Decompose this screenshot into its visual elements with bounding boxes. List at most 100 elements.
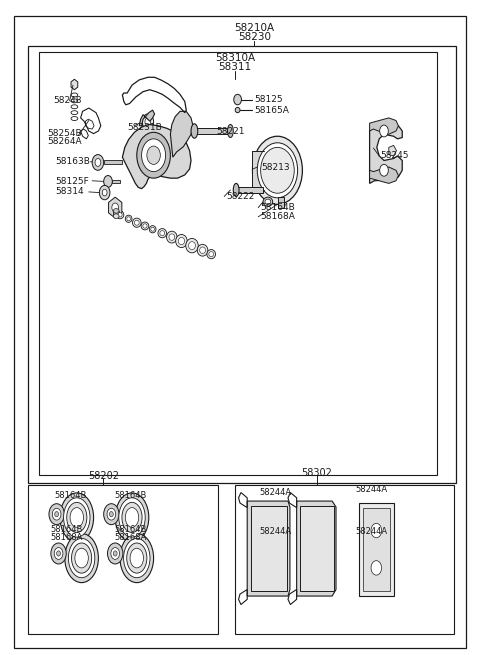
Ellipse shape bbox=[113, 214, 119, 219]
Polygon shape bbox=[300, 506, 334, 591]
Circle shape bbox=[108, 543, 123, 564]
Circle shape bbox=[142, 139, 166, 172]
Circle shape bbox=[55, 512, 59, 517]
Polygon shape bbox=[370, 167, 398, 183]
Ellipse shape bbox=[141, 222, 149, 230]
Circle shape bbox=[147, 146, 160, 164]
Ellipse shape bbox=[160, 231, 165, 236]
Polygon shape bbox=[139, 110, 155, 126]
Circle shape bbox=[104, 176, 112, 187]
Circle shape bbox=[49, 504, 64, 525]
Ellipse shape bbox=[263, 197, 273, 206]
Text: 58164B: 58164B bbox=[261, 203, 295, 212]
Circle shape bbox=[102, 189, 107, 196]
Circle shape bbox=[57, 551, 60, 556]
Ellipse shape bbox=[125, 508, 139, 527]
Ellipse shape bbox=[191, 124, 198, 138]
Text: 58244A: 58244A bbox=[259, 488, 291, 497]
Ellipse shape bbox=[127, 217, 131, 221]
Polygon shape bbox=[247, 501, 290, 596]
Ellipse shape bbox=[116, 211, 124, 219]
Text: 58244A: 58244A bbox=[259, 527, 291, 536]
Ellipse shape bbox=[158, 229, 167, 238]
Circle shape bbox=[95, 159, 101, 166]
Ellipse shape bbox=[72, 543, 92, 573]
Text: 58302: 58302 bbox=[301, 468, 332, 478]
Ellipse shape bbox=[200, 247, 205, 253]
Text: 58164B: 58164B bbox=[114, 491, 146, 500]
Polygon shape bbox=[278, 196, 284, 208]
Text: 58248: 58248 bbox=[53, 96, 81, 105]
Circle shape bbox=[113, 551, 117, 556]
Ellipse shape bbox=[134, 220, 139, 225]
Ellipse shape bbox=[123, 538, 150, 578]
Ellipse shape bbox=[167, 231, 177, 243]
Polygon shape bbox=[194, 128, 230, 134]
Ellipse shape bbox=[143, 224, 147, 228]
Ellipse shape bbox=[125, 215, 132, 223]
Ellipse shape bbox=[113, 208, 119, 214]
Circle shape bbox=[54, 548, 63, 559]
Polygon shape bbox=[252, 151, 264, 190]
Circle shape bbox=[252, 136, 302, 204]
Text: 58164B: 58164B bbox=[50, 525, 83, 534]
Circle shape bbox=[145, 118, 151, 126]
Ellipse shape bbox=[169, 234, 175, 240]
Circle shape bbox=[111, 548, 120, 559]
Text: 58221: 58221 bbox=[216, 126, 244, 136]
Text: 58244A: 58244A bbox=[355, 485, 387, 495]
Text: 58213: 58213 bbox=[262, 162, 290, 172]
Ellipse shape bbox=[207, 250, 216, 259]
Polygon shape bbox=[359, 503, 394, 596]
Ellipse shape bbox=[228, 124, 233, 138]
Polygon shape bbox=[389, 145, 396, 156]
Ellipse shape bbox=[119, 498, 145, 537]
Ellipse shape bbox=[235, 107, 240, 113]
Ellipse shape bbox=[178, 238, 185, 245]
Circle shape bbox=[142, 114, 154, 130]
Circle shape bbox=[99, 185, 110, 200]
Ellipse shape bbox=[115, 493, 149, 542]
Text: 58163B: 58163B bbox=[55, 157, 90, 166]
Polygon shape bbox=[113, 211, 119, 216]
Text: 58314: 58314 bbox=[55, 187, 84, 196]
Polygon shape bbox=[104, 160, 122, 164]
Ellipse shape bbox=[151, 227, 155, 231]
Circle shape bbox=[371, 561, 382, 575]
Ellipse shape bbox=[69, 538, 95, 578]
Ellipse shape bbox=[63, 498, 90, 537]
Circle shape bbox=[107, 508, 116, 520]
Ellipse shape bbox=[265, 199, 271, 204]
Text: 58245: 58245 bbox=[381, 151, 409, 160]
Text: 58168A: 58168A bbox=[261, 212, 296, 221]
Circle shape bbox=[234, 94, 241, 105]
Ellipse shape bbox=[176, 234, 187, 248]
Ellipse shape bbox=[65, 533, 98, 583]
Text: 58210A: 58210A bbox=[234, 22, 275, 33]
Text: 58165A: 58165A bbox=[254, 105, 289, 115]
Polygon shape bbox=[71, 79, 78, 90]
Ellipse shape bbox=[233, 183, 239, 196]
Circle shape bbox=[52, 508, 61, 520]
Text: 58310A: 58310A bbox=[215, 52, 255, 63]
Text: 58231B: 58231B bbox=[127, 122, 162, 132]
Circle shape bbox=[51, 543, 66, 564]
Text: 58311: 58311 bbox=[218, 62, 252, 72]
Text: 58222: 58222 bbox=[227, 192, 255, 201]
Circle shape bbox=[371, 523, 382, 538]
Ellipse shape bbox=[120, 533, 154, 583]
Ellipse shape bbox=[122, 502, 142, 533]
Text: 58230: 58230 bbox=[238, 31, 271, 42]
Ellipse shape bbox=[70, 508, 84, 527]
Ellipse shape bbox=[132, 218, 141, 227]
Circle shape bbox=[380, 164, 388, 176]
Ellipse shape bbox=[209, 252, 214, 257]
Polygon shape bbox=[370, 124, 402, 183]
Text: 58125F: 58125F bbox=[55, 177, 89, 186]
Polygon shape bbox=[122, 124, 191, 189]
Text: 58164B: 58164B bbox=[114, 525, 146, 534]
Text: 58168A: 58168A bbox=[50, 533, 83, 542]
Polygon shape bbox=[170, 111, 193, 157]
Circle shape bbox=[104, 504, 119, 525]
Ellipse shape bbox=[149, 225, 156, 233]
